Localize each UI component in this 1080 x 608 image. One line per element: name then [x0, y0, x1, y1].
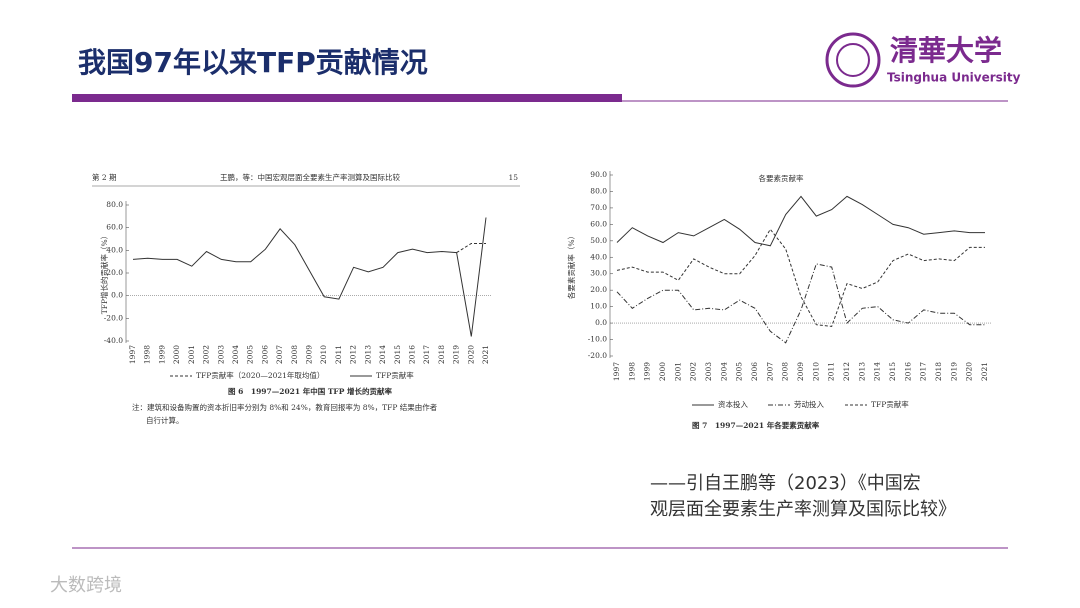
y-tick-label: 60.0	[106, 223, 123, 232]
y-axis-label: TFP增长的贡献率（%）	[99, 232, 109, 314]
x-tick-label: 2006	[750, 362, 759, 381]
x-tick-label: 2016	[407, 345, 416, 364]
x-tick-label: 2009	[796, 362, 805, 381]
note: 注：建筑和设备购置的资本折旧率分别为 8%和 24%，教育回报率为 8%，TFP…	[132, 402, 438, 412]
y-tick-label: 40.0	[590, 252, 607, 261]
y-tick-label: -40.0	[104, 336, 123, 345]
x-tick-label: 2000	[658, 362, 667, 381]
running-head: 王鹏，等：中国宏观层面全要素生产率测算及国际比较	[220, 172, 400, 182]
x-tick-label: 2006	[260, 345, 269, 364]
x-tick-label: 2000	[172, 345, 181, 364]
legend-label: 劳动投入	[794, 399, 824, 409]
y-tick-label: -20.0	[104, 313, 123, 322]
x-tick-label: 2010	[811, 362, 820, 381]
x-tick-label: 2009	[305, 345, 314, 364]
x-tick-label: 2007	[765, 362, 774, 381]
legend-label: TFP贡献率	[871, 399, 909, 409]
x-tick-label: 2005	[735, 362, 744, 381]
logo: 清華大学 Tsinghua University	[825, 32, 1021, 88]
x-tick-label: 2013	[363, 345, 372, 364]
y-tick-label: 80.0	[590, 186, 607, 195]
slide-title: 我国97年以来TFP贡献情况	[78, 46, 428, 79]
page-number: 15	[508, 173, 518, 182]
logo-en: Tsinghua University	[887, 71, 1021, 85]
chart-title: 各要素贡献率	[759, 173, 804, 183]
y-tick-label: 0.0	[111, 291, 123, 300]
x-tick-label: 2008	[781, 362, 790, 381]
x-tick-label: 2003	[704, 362, 713, 381]
x-tick-label: 1997	[612, 362, 621, 381]
x-tick-label: 2021	[980, 362, 989, 381]
x-tick-label: 2019	[949, 362, 958, 381]
x-tick-label: 2021	[481, 345, 490, 364]
x-tick-label: 2013	[857, 362, 866, 381]
citation: 观层面全要素生产率测算及国际比较》	[650, 499, 956, 520]
series-line	[132, 217, 487, 337]
x-tick-label: 2018	[437, 345, 446, 364]
x-tick-label: 1999	[157, 345, 166, 364]
y-tick-label: 70.0	[590, 203, 607, 212]
x-tick-label: 2001	[187, 345, 196, 364]
x-tick-label: 2010	[319, 345, 328, 364]
x-tick-label: 2011	[827, 362, 836, 381]
x-tick-label: 2011	[334, 345, 343, 364]
x-tick-label: 2018	[934, 362, 943, 381]
x-tick-label: 2015	[888, 362, 897, 381]
x-tick-label: 2012	[842, 362, 851, 381]
x-tick-label: 2020	[965, 362, 974, 381]
x-tick-label: 2016	[903, 362, 912, 381]
series-line	[456, 243, 486, 254]
legend-label: 资本投入	[718, 399, 748, 409]
citation: ——引自王鹏等（2023）《中国宏	[650, 473, 921, 494]
x-tick-label: 2017	[919, 362, 928, 381]
x-tick-label: 2014	[378, 345, 387, 364]
y-tick-label: -10.0	[588, 335, 607, 344]
caption: 图 6 1997—2021 年中国 TFP 增长的贡献率	[228, 386, 392, 396]
emblem	[825, 32, 881, 88]
x-tick-label: 2017	[422, 345, 431, 364]
note: 自行计算。	[146, 415, 184, 425]
y-tick-label: 90.0	[590, 170, 607, 179]
x-tick-label: 2002	[202, 345, 211, 364]
caption: 图 7 1997—2021 年各要素贡献率	[692, 420, 820, 430]
legend-label: TFP贡献率	[376, 370, 414, 380]
x-tick-label: 1998	[627, 362, 636, 381]
x-tick-label: 2004	[719, 362, 728, 381]
y-tick-label: -20.0	[588, 351, 607, 360]
x-tick-label: 2019	[452, 345, 461, 364]
x-tick-label: 2014	[873, 362, 882, 381]
y-tick-label: 40.0	[106, 245, 123, 254]
x-tick-label: 2001	[673, 362, 682, 381]
y-axis-label: 各要素贡献率（%）	[566, 232, 576, 299]
series-line	[616, 195, 985, 247]
y-tick-label: 50.0	[590, 236, 607, 245]
y-tick-label: 30.0	[590, 269, 607, 278]
x-tick-label: 1999	[643, 362, 652, 381]
y-tick-label: 60.0	[590, 219, 607, 228]
y-tick-label: 80.0	[106, 200, 123, 209]
x-tick-label: 1997	[128, 345, 137, 364]
y-tick-label: 0.0	[595, 318, 607, 327]
x-tick-label: 1998	[143, 345, 152, 364]
logo-cn: 清華大学	[890, 34, 1002, 67]
x-tick-label: 2007	[275, 345, 284, 364]
x-tick-label: 2005	[246, 345, 255, 364]
x-tick-label: 2012	[349, 345, 358, 364]
issue: 第 2 期	[92, 172, 117, 182]
x-tick-label: 2020	[466, 345, 475, 364]
y-tick-label: 20.0	[590, 285, 607, 294]
y-tick-label: 20.0	[106, 268, 123, 277]
title-bar	[72, 94, 622, 102]
legend-label: TFP贡献率（2020—2021年取均值）	[196, 370, 324, 380]
x-tick-label: 2008	[290, 345, 299, 364]
x-tick-label: 2015	[393, 345, 402, 364]
series-line	[616, 263, 985, 344]
x-tick-label: 2004	[231, 345, 240, 364]
emblem-inner	[836, 43, 870, 77]
watermark: 大数跨境	[50, 575, 122, 596]
y-tick-label: 10.0	[590, 302, 607, 311]
x-tick-label: 2002	[689, 362, 698, 381]
x-tick-label: 2003	[216, 345, 225, 364]
